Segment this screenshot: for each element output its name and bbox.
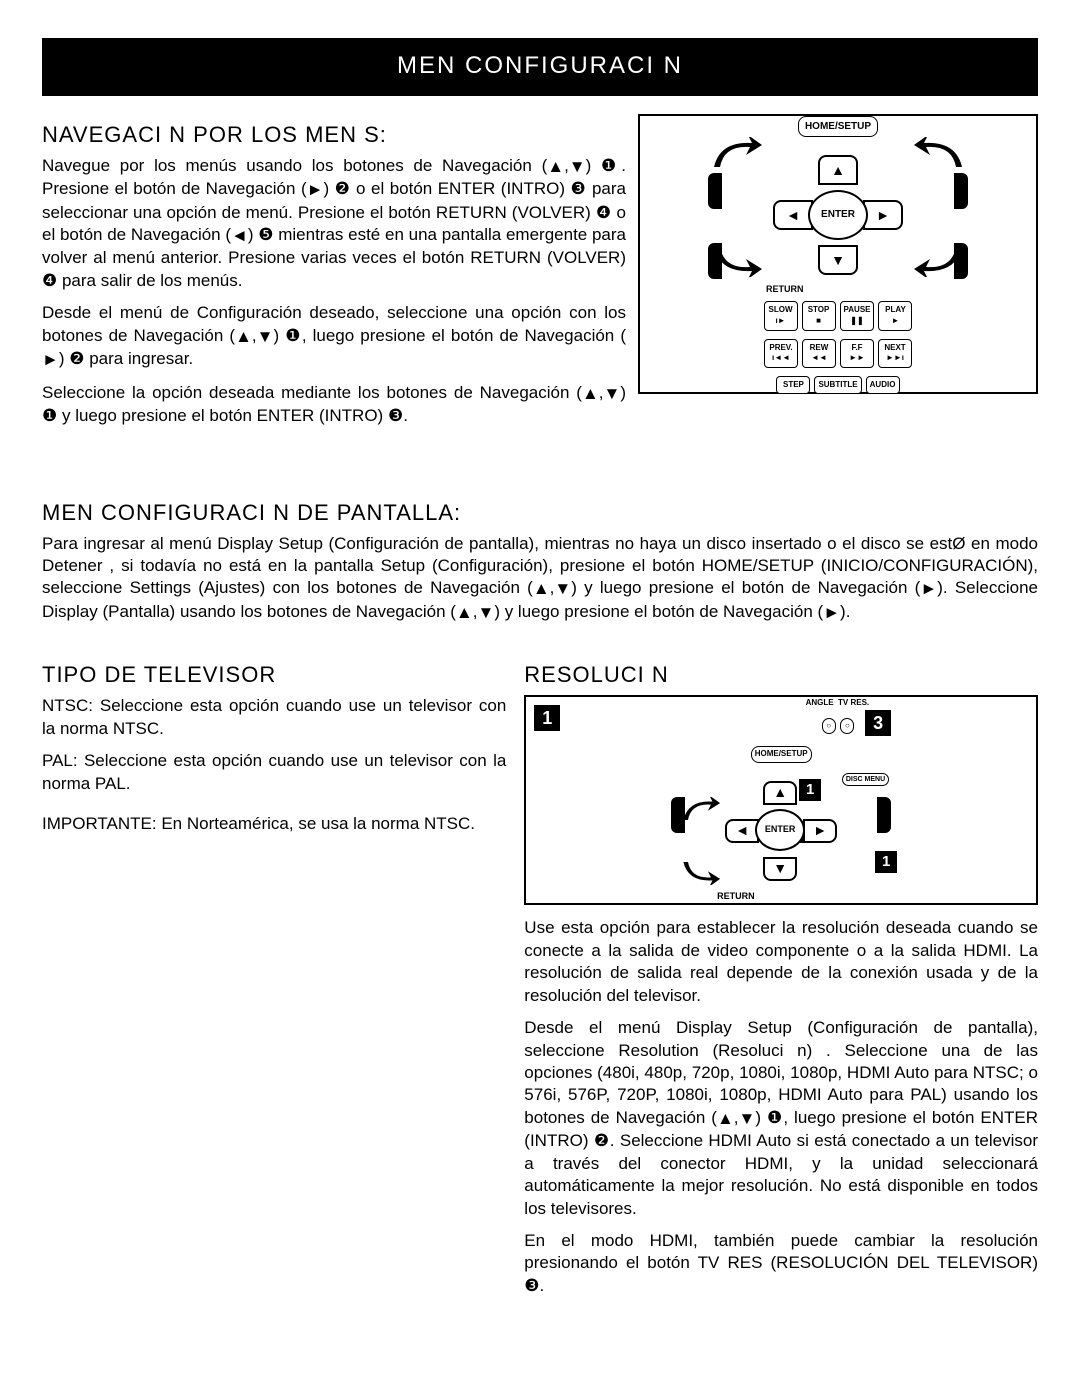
- res-p3: En el modo HDMI, también puede cambiar l…: [524, 1230, 1038, 1297]
- res-p1: Use esta opción para establecer la resol…: [524, 917, 1038, 1007]
- subtitle-button: SUBTITLE: [814, 376, 861, 395]
- remote-figure-2: 1 ANGLE TV RES. ○ ○ 3 HOME/SETUP DISC ME…: [524, 695, 1038, 905]
- pause-button: PAUSE❚❚: [840, 301, 875, 330]
- tvtype-p3: IMPORTANTE: En Norteamérica, se usa la n…: [42, 813, 506, 835]
- prev-button: PREV.ı◄◄: [764, 339, 798, 368]
- remote-figure-1: HOME/SETUP: [638, 114, 1038, 394]
- play-button: PLAY►: [878, 301, 912, 330]
- callout-3: 3: [865, 710, 891, 736]
- stop-button: STOP■: [802, 301, 836, 330]
- ff-button: F.F►►: [840, 339, 874, 368]
- res-p2: Desde el menú Display Setup (Configuraci…: [524, 1017, 1038, 1220]
- nav-title: NAVEGACI N POR LOS MEN S:: [42, 120, 626, 149]
- nav-down-button: ▼: [818, 245, 858, 275]
- enter-button: ENTER: [808, 190, 868, 240]
- next-button: NEXT►►ı: [878, 339, 912, 368]
- nav-left-button: ◄: [773, 200, 813, 230]
- lower-columns: TIPO DE TELEVISOR NTSC: Seleccione esta …: [42, 654, 1038, 1307]
- nav-section: NAVEGACI N POR LOS MEN S: Navegue por lo…: [42, 114, 1038, 438]
- callout-1c: 1: [875, 851, 897, 873]
- rew-button: REW◄◄: [802, 339, 836, 368]
- display-title: MEN CONFIGURACI N DE PANTALLA:: [42, 498, 1038, 527]
- callout-1: 1: [534, 705, 560, 731]
- tvtype-title: TIPO DE TELEVISOR: [42, 660, 506, 689]
- nav-up-button: ▲: [818, 155, 858, 185]
- nav-para-2: Desde el menú de Configuración deseado, …: [42, 302, 626, 371]
- res-title: RESOLUCI N: [524, 660, 1038, 689]
- arrow-swoosh-icon: [712, 137, 762, 171]
- display-para: Para ingresar al menú Display Setup (Con…: [42, 533, 1038, 625]
- tvtype-p1: NTSC: Seleccione esta opción cuando use …: [42, 695, 506, 740]
- nav-para-3: Seleccione la opción deseada mediante lo…: [42, 382, 626, 428]
- audio-button: AUDIO: [866, 376, 900, 395]
- nav-para-1: Navegue por los menús usando los botones…: [42, 155, 626, 293]
- step-button: STEP: [776, 376, 810, 395]
- return-label: RETURN: [766, 284, 804, 296]
- tvtype-p2: PAL: Seleccione esta opción cuando use u…: [42, 750, 506, 795]
- slow-button: SLOWı►: [764, 301, 798, 330]
- nav-right-button: ►: [863, 200, 903, 230]
- page-header: MEN CONFIGURACI N: [42, 38, 1038, 96]
- home-setup-button: HOME/SETUP: [798, 116, 878, 137]
